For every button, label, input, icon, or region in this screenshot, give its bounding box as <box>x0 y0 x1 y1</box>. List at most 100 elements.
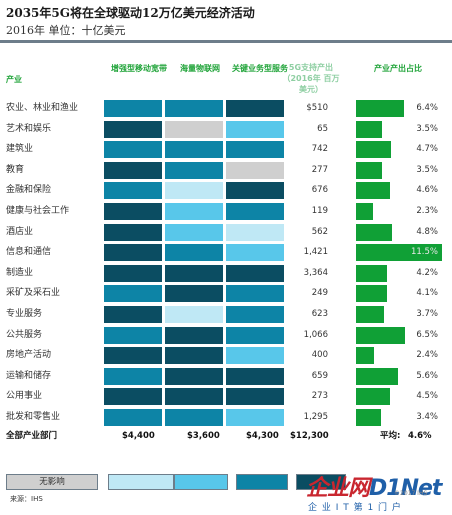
totals-label: 全部产业部门 <box>6 431 58 441</box>
impact-cell-c3 <box>226 327 284 344</box>
output-value: 3,364 <box>303 268 328 278</box>
row-label: 农业、林业和渔业 <box>6 103 79 113</box>
totals-c1: $4,400 <box>122 431 155 441</box>
impact-cell-c3 <box>226 121 284 138</box>
legend-swatch-level-3 <box>236 474 288 490</box>
share-bar <box>356 244 442 261</box>
share-bar <box>356 100 404 117</box>
impact-cell-c1 <box>104 388 162 405</box>
row-label: 采矿及采石业 <box>6 288 61 298</box>
impact-cell-c3 <box>226 368 284 385</box>
output-value: 273 <box>311 391 328 401</box>
totals-output: $12,300 <box>290 431 329 441</box>
share-label: 3.5% <box>416 165 438 175</box>
impact-cell-c2 <box>165 182 223 199</box>
source-note: 来源：IHS <box>10 495 43 503</box>
share-bar <box>356 285 387 302</box>
share-label: 6.4% <box>416 103 438 113</box>
impact-cell-c2 <box>165 244 223 261</box>
impact-cell-c1 <box>104 368 162 385</box>
output-value: 562 <box>311 227 328 237</box>
share-label: 4.1% <box>416 288 438 298</box>
share-bar <box>356 203 373 220</box>
share-bar <box>356 121 382 138</box>
output-value: 623 <box>311 309 328 319</box>
row-label: 房地产活动 <box>6 350 52 360</box>
row-label: 健康与社会工作 <box>6 206 70 216</box>
row-label: 运输和储存 <box>6 371 52 381</box>
column-header-massive-iot: 海量物联网 <box>180 64 220 73</box>
output-value: 400 <box>311 350 328 360</box>
impact-cell-c2 <box>165 100 223 117</box>
impact-cell-c3 <box>226 100 284 117</box>
impact-cell-c1 <box>104 224 162 241</box>
row-label: 批发和零售业 <box>6 412 61 422</box>
share-bar <box>356 368 398 385</box>
impact-cell-c1 <box>104 306 162 323</box>
impact-cell-c2 <box>165 409 223 426</box>
row-label: 信息和通信 <box>6 247 52 257</box>
share-bar <box>356 141 391 158</box>
impact-cell-c3 <box>226 203 284 220</box>
share-label: 4.5% <box>416 391 438 401</box>
legend: 无影响 <box>0 474 452 490</box>
chart-header: 2035年5G将在全球驱动12万亿美元经济活动 2016年 单位：十亿美元 <box>0 0 452 46</box>
impact-cell-c3 <box>226 285 284 302</box>
share-label: 5.6% <box>416 371 438 381</box>
output-value: $510 <box>306 103 328 113</box>
share-label: 4.6% <box>416 185 438 195</box>
impact-cell-c3 <box>226 409 284 426</box>
impact-cell-c2 <box>165 347 223 364</box>
impact-cell-c2 <box>165 224 223 241</box>
share-label: 3.4% <box>416 412 438 422</box>
share-bar <box>356 265 387 282</box>
share-bar <box>356 162 382 179</box>
totals-c2: $3,600 <box>187 431 220 441</box>
impact-cell-c3 <box>226 182 284 199</box>
row-label: 金融和保险 <box>6 185 52 195</box>
share-label: 4.7% <box>416 144 438 154</box>
impact-cell-c3 <box>226 306 284 323</box>
impact-cell-c1 <box>104 244 162 261</box>
totals-row: 全部产业部门 $4,400 $3,600 $4,300 $12,300 平均: … <box>0 428 452 444</box>
impact-cell-c2 <box>165 141 223 158</box>
column-header-industry: 产业 <box>6 75 22 84</box>
impact-cell-c1 <box>104 265 162 282</box>
impact-cell-c1 <box>104 327 162 344</box>
share-bar <box>356 327 405 344</box>
row-label: 公共服务 <box>6 330 43 340</box>
impact-cell-c1 <box>104 141 162 158</box>
watermark-tagline: 企 业 I T 第 1 门 户 <box>308 503 402 513</box>
row-label: 建筑业 <box>6 144 34 154</box>
row-label: 教育 <box>6 165 25 175</box>
impact-cell-c2 <box>165 306 223 323</box>
impact-cell-c1 <box>104 182 162 199</box>
impact-cell-c2 <box>165 121 223 138</box>
row-label: 专业服务 <box>6 309 43 319</box>
output-value: 119 <box>311 206 328 216</box>
share-bar <box>356 182 390 199</box>
watermark-logo-text: 企业网D1Net <box>306 476 442 501</box>
column-header-output: 5G支持产出（2016年 百万美元） <box>282 63 340 94</box>
impact-cell-c2 <box>165 327 223 344</box>
output-value: 742 <box>311 144 328 154</box>
impact-cell-c3 <box>226 162 284 179</box>
output-value: 1,066 <box>303 330 328 340</box>
totals-avg-label: 平均: <box>380 431 401 441</box>
share-label: 2.3% <box>416 206 438 216</box>
legend-label-no-impact: 无影响 <box>39 477 65 487</box>
chart-title: 2035年5G将在全球驱动12万亿美元经济活动 <box>6 6 255 20</box>
column-header-enhanced-mobile-broadband: 增强型移动宽带 <box>111 64 167 73</box>
output-value: 1,295 <box>303 412 328 422</box>
output-value: 659 <box>311 371 328 381</box>
column-header-share: 产业产出占比 <box>374 64 422 73</box>
impact-cell-c2 <box>165 203 223 220</box>
impact-cell-c1 <box>104 100 162 117</box>
share-label: 3.5% <box>416 124 438 134</box>
share-bar <box>356 347 374 364</box>
share-bar <box>356 306 384 323</box>
impact-cell-c2 <box>165 285 223 302</box>
legend-swatch-level-4 <box>296 474 346 490</box>
impact-cell-c1 <box>104 285 162 302</box>
output-value: 1,421 <box>303 247 328 257</box>
